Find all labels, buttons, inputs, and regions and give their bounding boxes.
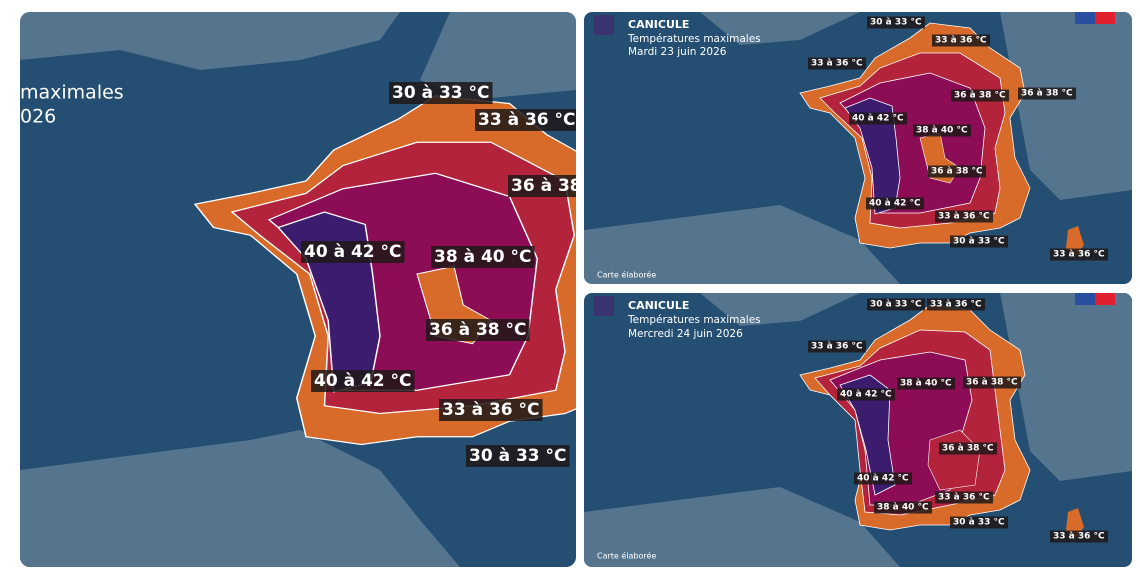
- label-background: [439, 399, 543, 421]
- temp-label: 40 à 42 °C: [840, 390, 892, 400]
- temp-label: 40 à 42 °C: [852, 114, 904, 124]
- heat-icon: [594, 296, 614, 316]
- label-background: [874, 501, 933, 514]
- temp-label: 30 à 33 °C: [469, 446, 567, 466]
- temp-label: 36 à 38 °C: [429, 320, 527, 340]
- panel-subtitle: Températures maximales: [627, 314, 761, 326]
- temp-label: 36 à 38: [511, 176, 582, 196]
- label-background: [951, 89, 1010, 102]
- label-background: [1050, 530, 1109, 543]
- label-background: [939, 442, 998, 455]
- temp-label: 30 à 33 °C: [870, 300, 922, 310]
- label-background: [963, 376, 1022, 389]
- temp-label: 38 à 40 °C: [877, 503, 929, 513]
- label-background: [466, 445, 570, 467]
- label-background: [837, 388, 896, 401]
- panel-date: Mercredi 24 juin 2026: [628, 328, 743, 340]
- panel-title: CANICULE: [628, 299, 689, 312]
- temp-label: 40 à 42 °C: [869, 199, 921, 209]
- panel-subtitle: Températures maximales: [627, 33, 761, 45]
- heat-icon: [594, 15, 614, 35]
- map-panel: CANICULE Températures maximales Mardi 23…: [584, 12, 1132, 284]
- temp-label: 33 à 36 °C: [811, 59, 863, 69]
- temp-label: 33 à 36 °C: [1053, 532, 1105, 542]
- temp-label: 38 à 40 °C: [900, 379, 952, 389]
- temp-label: 36 à 38 °C: [942, 444, 994, 454]
- panel-date: Mardi 23 juin 2026: [628, 46, 727, 58]
- map-panel: CANICULE Températures maximales Mercredi…: [584, 293, 1132, 567]
- temp-label: 33 à 36 °C: [1053, 250, 1105, 260]
- panel-title: CANICULE: [628, 18, 689, 31]
- label-background: [431, 246, 535, 268]
- label-background: [867, 16, 926, 29]
- label-background: [866, 197, 925, 210]
- title-fragment: maximales: [20, 82, 124, 104]
- footer: Carte élaborée: [597, 551, 656, 561]
- label-background: [913, 124, 972, 137]
- temp-label: 40 à 42 °C: [314, 371, 412, 391]
- label-background: [1018, 87, 1077, 100]
- label-background: [508, 175, 576, 197]
- temp-label: 33 à 36 °C: [938, 212, 990, 222]
- label-background: [935, 491, 994, 504]
- temp-label: 30 à 33 °C: [392, 83, 490, 103]
- label-background: [426, 319, 530, 341]
- temp-label: 38 à 40 °C: [434, 247, 532, 267]
- temp-label: 40 à 42 °C: [304, 242, 402, 262]
- temp-label: 30 à 33 °C: [953, 518, 1005, 528]
- temp-label: 30 à 33 °C: [953, 237, 1005, 247]
- label-background: [950, 235, 1009, 248]
- temp-label: 33 à 36 °C: [935, 36, 987, 46]
- temp-label: 38 à 40 °C: [916, 126, 968, 136]
- label-background: [808, 340, 867, 353]
- label-background: [808, 57, 867, 70]
- title-fragment: 026: [20, 106, 56, 128]
- temp-label: 33 à 36 °C: [478, 110, 576, 130]
- temp-label: 33 à 36 °C: [442, 400, 540, 420]
- flag: [1095, 12, 1115, 24]
- footer: Carte élaborée: [597, 270, 656, 280]
- label-background: [301, 241, 405, 263]
- label-background: [854, 472, 913, 485]
- temp-label: 36 à 38 °C: [1021, 89, 1073, 99]
- label-background: [927, 298, 986, 311]
- temp-label: 30 à 33 °C: [870, 18, 922, 28]
- label-background: [928, 165, 987, 178]
- temp-label: 36 à 38 °C: [931, 167, 983, 177]
- temp-label: 36 à 38 °C: [954, 91, 1006, 101]
- label-background: [935, 210, 994, 223]
- temp-label: 33 à 36 °C: [938, 493, 990, 503]
- temp-label: 40 à 42 °C: [857, 474, 909, 484]
- label-background: [867, 298, 926, 311]
- flag: [1095, 293, 1115, 305]
- label-background: [1050, 248, 1109, 261]
- map-panel: maximales 026 30 à 33 °C 33 à 36 °C 36 à…: [20, 12, 582, 567]
- label-background: [475, 109, 576, 131]
- label-background: [950, 516, 1009, 529]
- label-background: [849, 112, 908, 125]
- temp-label: 36 à 38 °C: [966, 378, 1018, 388]
- label-background: [311, 370, 415, 392]
- label-background: [389, 82, 493, 104]
- temp-label: 33 à 36 °C: [930, 300, 982, 310]
- label-background: [932, 34, 991, 47]
- temp-label: 33 à 36 °C: [811, 342, 863, 352]
- label-background: [897, 377, 956, 390]
